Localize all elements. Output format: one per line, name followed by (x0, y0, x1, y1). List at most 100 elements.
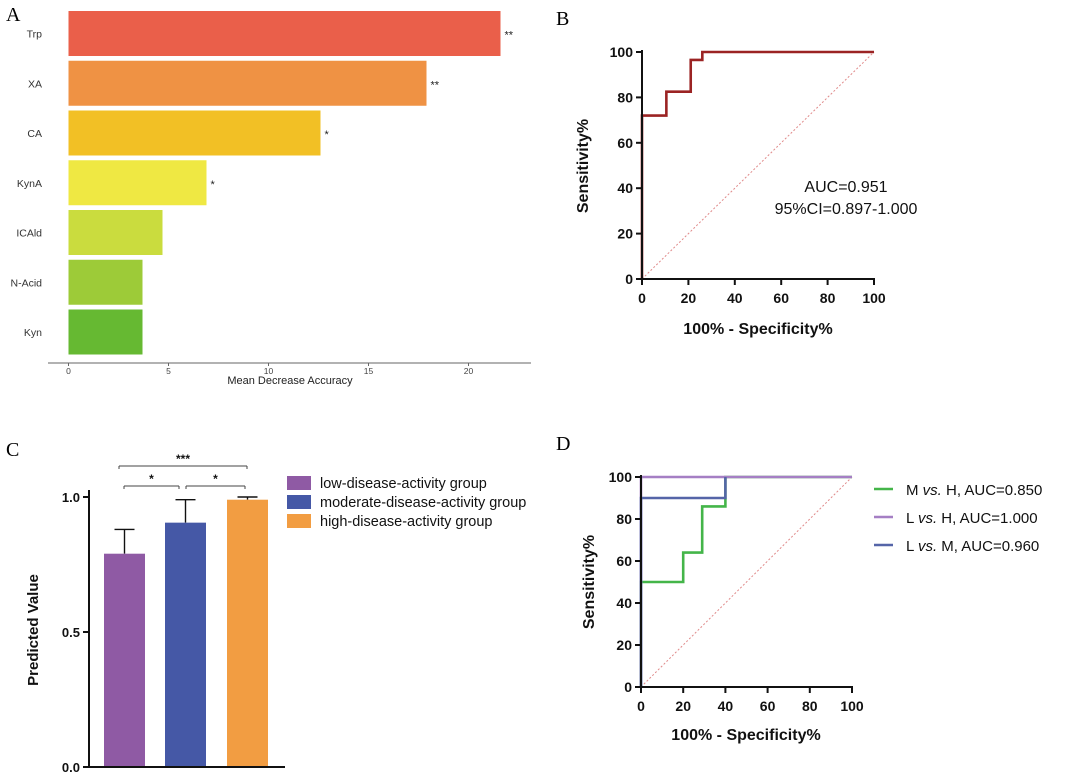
panel-d-x-tick-label: 20 (675, 698, 691, 714)
panel-c-legend-swatch (287, 514, 311, 528)
panel-c-y-label: Predicted Value (25, 574, 42, 686)
panel-a-x-tick-label: 10 (264, 366, 274, 376)
panel-a-significance: * (211, 179, 216, 191)
panel-d-y-tick-label: 80 (616, 511, 632, 527)
panel-d-legend-label: M vs. H, AUC=0.850 (906, 482, 1042, 499)
panel-a-x-tick-label: 20 (464, 366, 474, 376)
panel-a-category-label: KynA (17, 178, 42, 190)
panel-d-y-label: Sensitivity% (581, 535, 598, 629)
panel-d-reference-line (640, 476, 853, 688)
panel-a-category-label: CA (27, 128, 42, 140)
panel-c-significance-label: *** (176, 452, 190, 466)
panel-b-reference-line (641, 51, 875, 280)
panel-a-significance: ** (431, 79, 440, 91)
panel-d-x-tick-label: 60 (760, 698, 776, 714)
panel-b-x-tick-label: 0 (638, 290, 646, 306)
panel-d-plot: 0 20 40 60 80 100 0 20 40 60 80 100 (609, 469, 864, 714)
panel-c-bar-moderate (165, 522, 206, 767)
panel-a-category-label: Trp (27, 29, 43, 41)
panel-d-legend-label-italic: vs. (918, 538, 937, 555)
panel-b-x-label: 100% - Specificity% (683, 321, 832, 338)
panel-d-legend-label-part: H, AUC=1.000 (937, 510, 1037, 527)
panel-a-category-label: Kyn (24, 327, 42, 339)
panel-d-y-tick-label: 20 (616, 637, 632, 653)
panel-d-legend-label-italic: vs. (923, 482, 942, 499)
panel-d-y-tick-label: 60 (616, 553, 632, 569)
panel-d-letter: D (556, 433, 570, 455)
panel-a-x-ticks: 0 5 10 15 20 (66, 363, 473, 376)
panel-a-bars: Trp ** XA ** CA * KynA * ICAld N-Acid Kyn (10, 11, 514, 355)
panel-a-x-label: Mean Decrease Accuracy (227, 375, 353, 387)
panel-d-legend-label-part: M (906, 482, 923, 499)
panel-b-ci-annotation: 95%CI=0.897-1.000 (775, 201, 918, 218)
panel-b-y-tick-label: 40 (617, 180, 633, 196)
panel-c-legend-swatch (287, 476, 311, 490)
panel-c-significance-label: * (213, 472, 218, 486)
panel-b-plot: 0 20 40 60 80 100 0 20 40 60 80 100 (610, 44, 886, 306)
panel-d-legend-label-part: M, AUC=0.960 (937, 538, 1039, 555)
panel-c: C **** *0.00.51.0 Predicted Value low-dis… (6, 439, 526, 775)
panel-a-category-label: N-Acid (10, 277, 42, 289)
panel-a-category-label: XA (28, 78, 42, 90)
panel-c-bar-low (104, 553, 145, 767)
panel-d-x-tick-label: 0 (637, 698, 645, 714)
panel-c-plot: **** *0.00.51.0 (62, 452, 285, 775)
panel-b-x-tick-label: 80 (820, 290, 836, 306)
panel-d-y-tick-label: 0 (624, 679, 632, 695)
panel-a-bar-n-acid (68, 259, 143, 305)
panel-b-x-tick-label: 60 (773, 290, 789, 306)
panel-c-legend-label: low-disease-activity group (320, 476, 487, 492)
panel-b-y-label: Sensitivity% (575, 119, 592, 213)
panel-a-significance: * (325, 129, 330, 141)
panel-d-legend-label-part: H, AUC=0.850 (942, 482, 1042, 499)
panel-a-bar-kyna (68, 160, 207, 206)
panel-c-significance-label: * (149, 472, 154, 486)
panel-d-x-tick-label: 40 (718, 698, 734, 714)
panel-b-roc-curve-0 (640, 50, 874, 279)
panel-b-y-tick-label: 60 (617, 135, 633, 151)
panel-b-y-tick-label: 20 (617, 226, 633, 242)
panel-a-x-tick-label: 0 (66, 366, 71, 376)
panel-b: B 0 20 40 60 80 100 0 20 40 60 80 100 AUC=0.951 95%… (556, 8, 917, 338)
panel-b-x-tick-label: 100 (862, 290, 886, 306)
panel-a-x-tick-label: 5 (166, 366, 171, 376)
panel-b-auc-annotation: AUC=0.951 (804, 179, 887, 196)
panel-d-legend-label-part: L (906, 538, 918, 555)
panel-d-legend-label: L vs. H, AUC=1.000 (906, 510, 1038, 527)
panel-c-legend-swatch (287, 495, 311, 509)
panel-c-bar-high (227, 499, 268, 767)
panel-a-significance: ** (505, 30, 514, 42)
panel-a-category-label: ICAld (16, 228, 42, 240)
panel-c-legend-label: high-disease-activity group (320, 514, 492, 530)
panel-d-y-tick-label: 40 (616, 595, 632, 611)
panel-b-y-tick-label: 0 (625, 271, 633, 287)
panel-a: A Trp ** XA ** CA * KynA * ICAld N-Acid Kyn 0 5 10 15… (6, 4, 531, 387)
panel-b-x-tick-label: 20 (681, 290, 697, 306)
panel-c-y-tick-label: 1.0 (62, 490, 80, 505)
panel-a-bar-xa (68, 60, 427, 106)
panel-d-x-label: 100% - Specificity% (671, 727, 820, 744)
panel-a-bar-icald (68, 210, 163, 255)
panel-a-bar-ca (68, 110, 321, 156)
panel-a-letter: A (6, 4, 21, 26)
panel-d-legend-label: L vs. M, AUC=0.960 (906, 538, 1039, 555)
panel-c-legend-label: moderate-disease-activity group (320, 495, 526, 511)
panel-d-x-tick-label: 80 (802, 698, 818, 714)
panel-d-x-tick-label: 100 (840, 698, 864, 714)
panel-b-y-tick-label: 80 (617, 89, 633, 105)
panel-b-x-tick-label: 40 (727, 290, 743, 306)
panel-d-legend-label-part: L (906, 510, 918, 527)
panel-c-legend: low-disease-activity group moderate-disea… (287, 476, 526, 530)
panel-a-x-tick-label: 15 (364, 366, 374, 376)
panel-c-letter: C (6, 439, 19, 461)
panel-b-y-tick-label: 100 (610, 44, 634, 60)
panel-a-bar-kyn (68, 309, 143, 355)
panel-c-y-tick-label: 0.5 (62, 625, 80, 640)
panel-d-y-tick-label: 100 (609, 469, 633, 485)
panel-c-y-tick-label: 0.0 (62, 760, 80, 775)
panel-b-letter: B (556, 8, 569, 30)
panel-d-legend-label-italic: vs. (918, 510, 937, 527)
panel-d: D 0 20 40 60 80 100 0 20 40 60 80 100 100% - Specif… (556, 433, 1042, 744)
